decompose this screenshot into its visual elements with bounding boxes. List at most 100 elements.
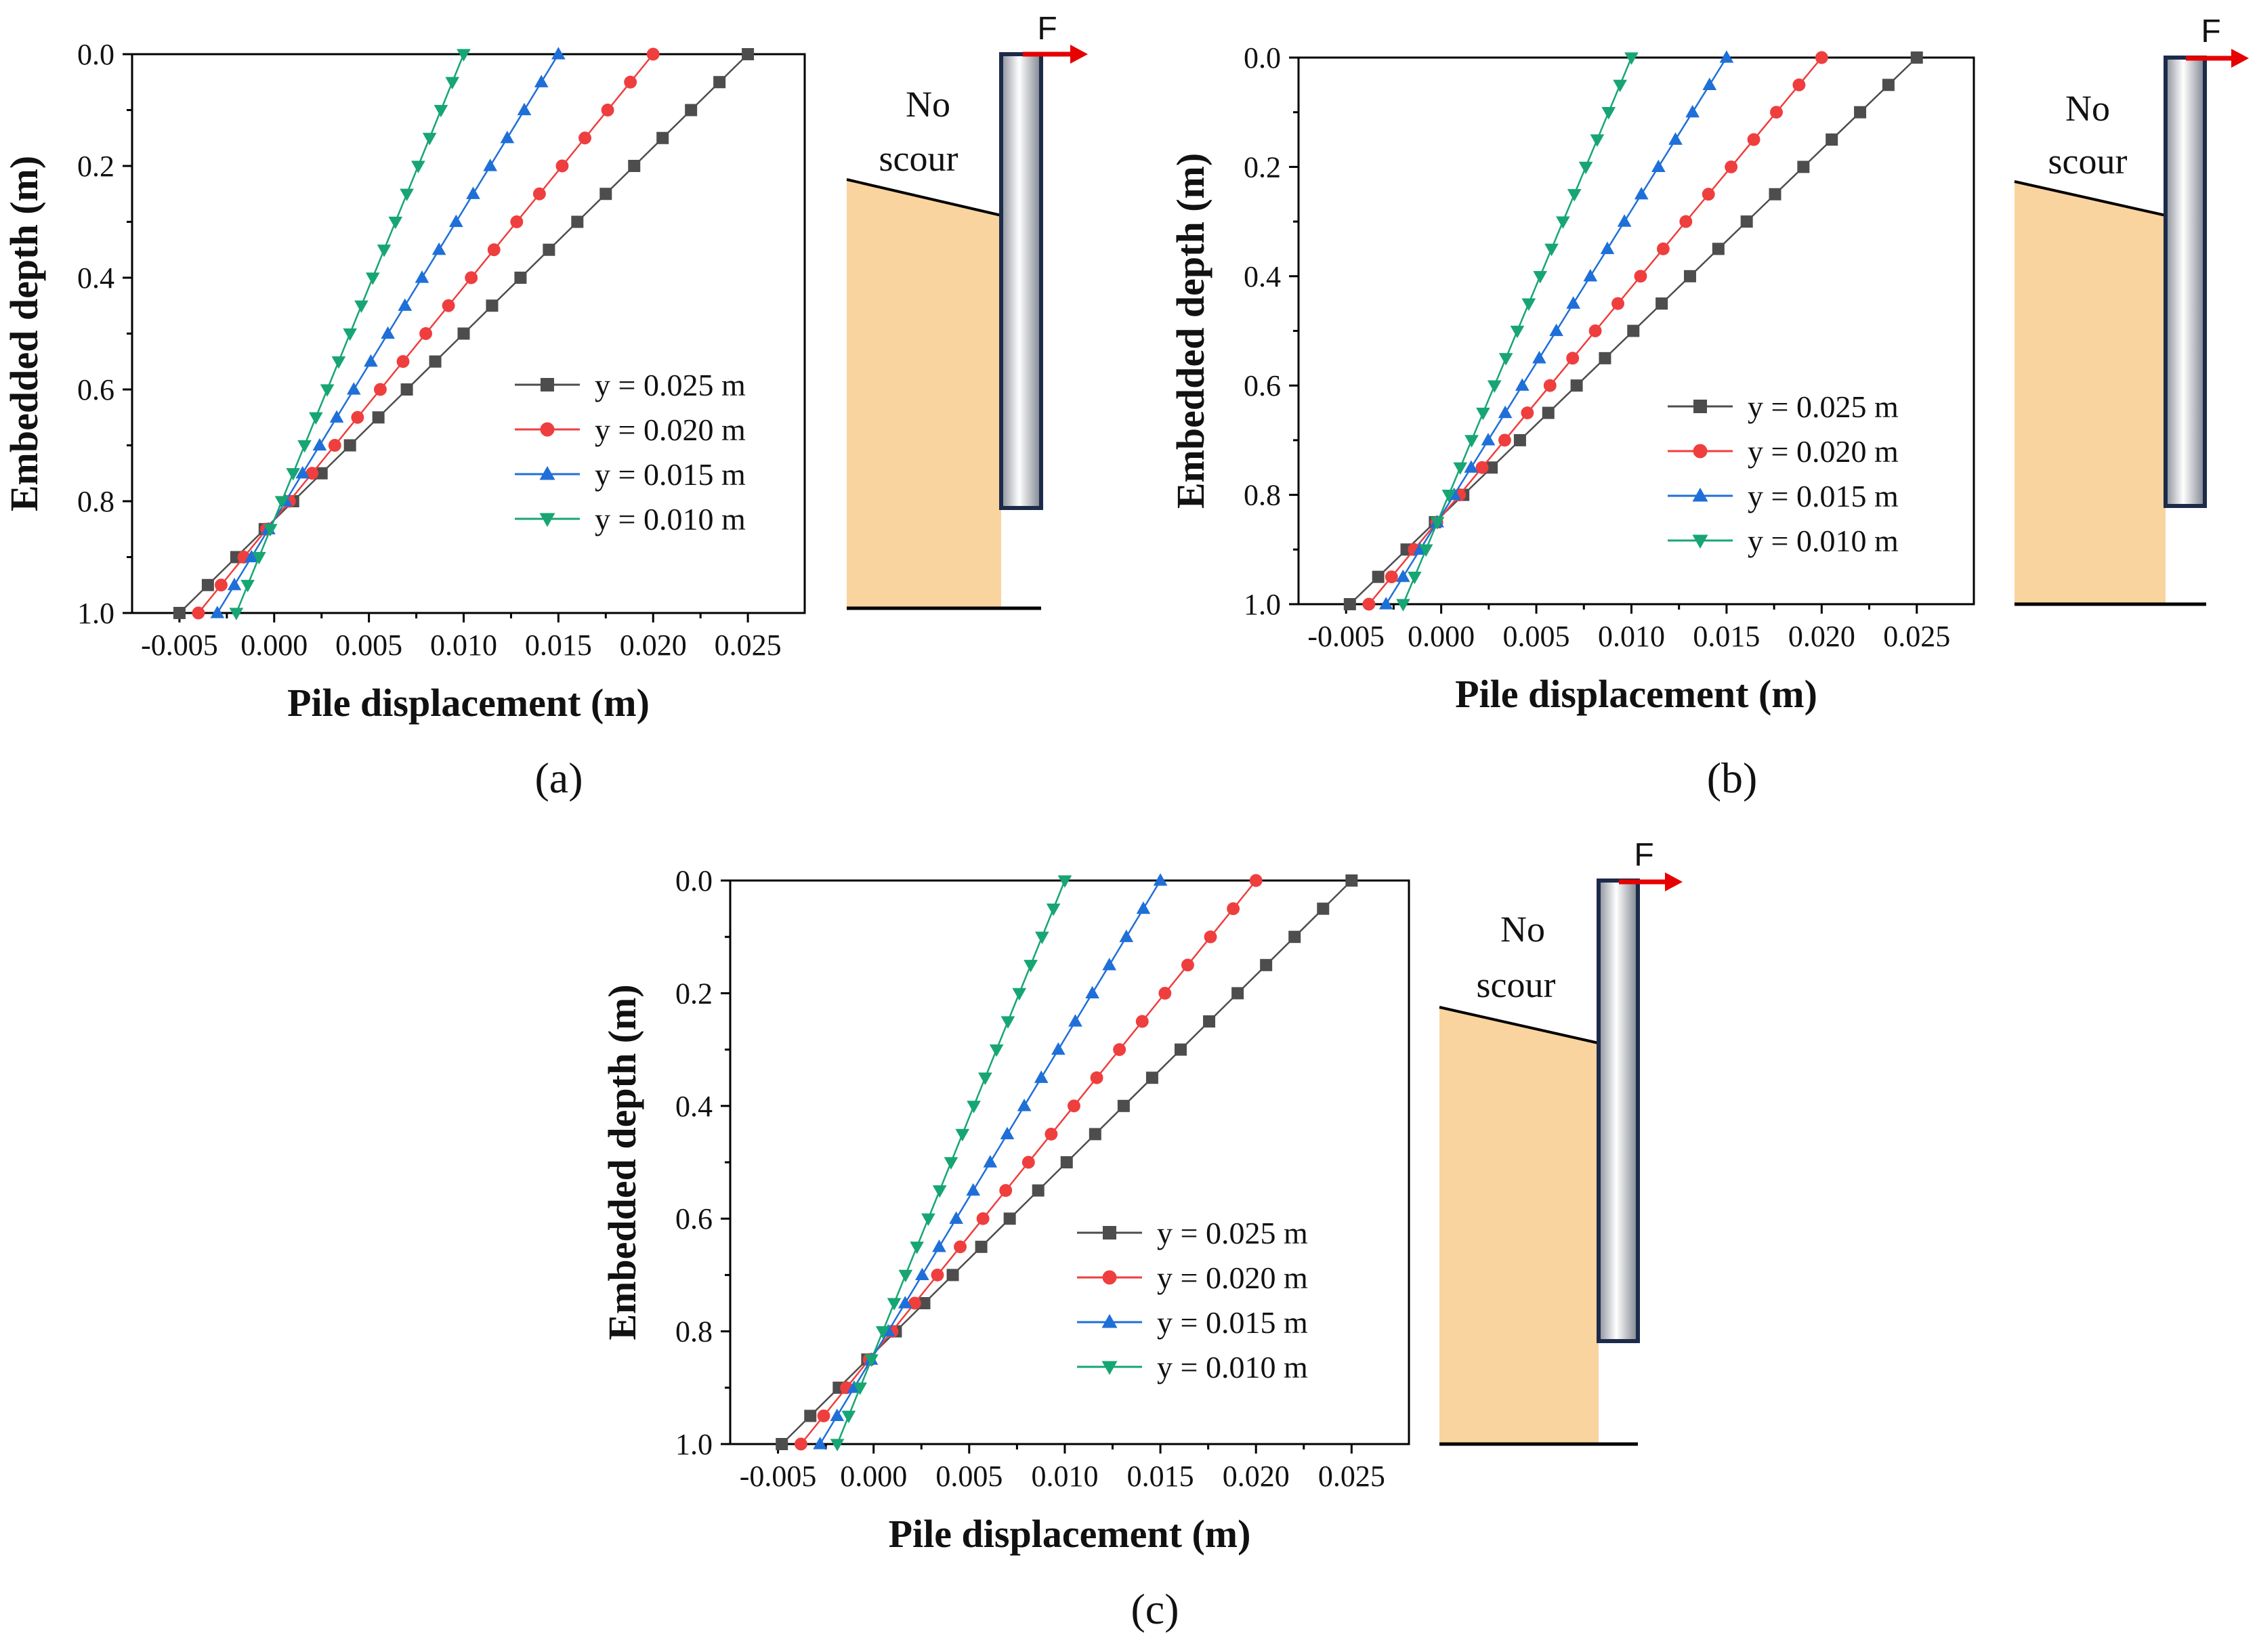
data-point <box>946 1269 959 1282</box>
legend-label: y = 0.020 m <box>595 412 746 447</box>
legend-label: y = 0.010 m <box>1748 524 1899 558</box>
data-point <box>1395 569 1410 583</box>
x-tick-label: -0.005 <box>740 1460 817 1493</box>
data-point <box>776 1438 788 1450</box>
data-point <box>1769 188 1781 200</box>
data-point <box>601 104 614 117</box>
data-point <box>999 1184 1013 1198</box>
data-point <box>578 131 591 145</box>
force-arrowhead <box>2231 49 2249 68</box>
data-point <box>1017 1099 1032 1111</box>
data-point <box>551 47 566 60</box>
scour-diagram-b: F No scour <box>2014 14 2249 606</box>
data-point <box>1570 379 1583 392</box>
data-point <box>875 1326 890 1339</box>
data-point <box>1227 902 1240 916</box>
no-scour-label-line2: scour <box>879 138 958 179</box>
y-tick-label: 0.0 <box>675 864 713 897</box>
data-point <box>599 188 612 200</box>
data-point <box>954 1240 967 1254</box>
data-point <box>1702 77 1717 90</box>
x-tick-label: 0.000 <box>840 1460 907 1493</box>
y-tick-label: 0.4 <box>77 261 114 295</box>
soil-surface-line <box>1439 1006 1599 1044</box>
data-point <box>1453 462 1468 475</box>
x-tick-label: -0.005 <box>1307 620 1385 653</box>
panel-b: -0.005 0.000 0.005 0.010 0.015 0.020 0.025 0.0 0… <box>1146 0 2257 826</box>
data-point <box>1481 433 1496 446</box>
data-point <box>442 299 455 312</box>
data-point <box>1627 324 1640 337</box>
y-tick-label: 0.8 <box>1244 479 1281 512</box>
data-point <box>192 606 205 620</box>
data-point <box>910 1242 924 1254</box>
data-point <box>624 75 637 89</box>
data-point <box>817 1409 830 1422</box>
panel-c: -0.005 0.000 0.005 0.010 0.015 0.020 0.025 0.0 0… <box>589 828 1700 1652</box>
data-point <box>1464 435 1479 448</box>
data-point <box>1085 986 1099 999</box>
data-point <box>244 549 259 563</box>
data-point <box>713 76 726 89</box>
legend-marker <box>1692 534 1708 549</box>
x-tick-label: 0.020 <box>1223 1460 1290 1493</box>
data-point <box>978 1072 992 1085</box>
y-tick-label: 0.4 <box>675 1090 713 1123</box>
data-point <box>331 356 346 369</box>
data-point <box>1656 242 1670 255</box>
data-point <box>1702 188 1715 201</box>
data-point <box>1498 353 1513 366</box>
data-point <box>1487 380 1502 393</box>
data-point <box>1588 324 1602 337</box>
x-tick-label: 0.020 <box>1788 620 1855 653</box>
data-point <box>1260 958 1273 971</box>
x-axis-title: Pile displacement (m) <box>1455 672 1817 716</box>
legend-marker <box>1693 444 1708 459</box>
data-point <box>1679 215 1693 228</box>
data-point <box>1533 271 1548 284</box>
data-point <box>983 1155 998 1168</box>
data-point <box>975 1240 988 1253</box>
data-point <box>315 467 328 480</box>
data-point <box>229 608 244 620</box>
x-tick-label: 0.025 <box>1883 620 1950 653</box>
data-point <box>351 410 364 424</box>
data-point <box>1021 1156 1035 1169</box>
data-point <box>813 1437 828 1449</box>
data-point <box>1174 1043 1187 1056</box>
x-tick-label: 0.005 <box>1503 620 1570 653</box>
data-point <box>853 1382 868 1395</box>
data-point <box>1231 987 1244 1000</box>
soil-region <box>847 179 1001 608</box>
legend-label: y = 0.025 m <box>1157 1216 1308 1250</box>
data-point <box>448 214 463 228</box>
data-point <box>1288 931 1301 944</box>
data-point <box>329 410 344 423</box>
x-tick-label: 0.025 <box>1318 1460 1385 1493</box>
data-point <box>1543 379 1557 392</box>
data-point <box>1510 325 1525 339</box>
legend-label: y = 0.025 m <box>595 368 746 402</box>
y-tick-label: 0.2 <box>675 977 713 1010</box>
data-point <box>1476 407 1490 421</box>
x-tick-label: 0.015 <box>1693 620 1760 653</box>
data-point <box>1542 406 1555 419</box>
data-point <box>1544 243 1559 257</box>
data-point <box>1046 903 1061 916</box>
data-point <box>1385 570 1398 584</box>
data-point <box>628 160 641 172</box>
legend-label: y = 0.010 m <box>1157 1350 1308 1384</box>
data-point <box>1634 270 1647 283</box>
x-axis-title: Pile displacement (m) <box>889 1512 1251 1556</box>
data-point <box>656 131 669 144</box>
x-tick-label: 0.020 <box>620 629 687 662</box>
data-point <box>932 1240 946 1252</box>
no-scour-label-line1: No <box>1500 909 1545 950</box>
data-point <box>1362 597 1376 611</box>
x-tick-label: 0.000 <box>240 629 308 662</box>
data-point <box>364 354 378 367</box>
data-point <box>465 271 478 284</box>
data-point <box>1090 1071 1103 1084</box>
data-point <box>1651 159 1666 173</box>
data-point <box>1035 931 1049 944</box>
